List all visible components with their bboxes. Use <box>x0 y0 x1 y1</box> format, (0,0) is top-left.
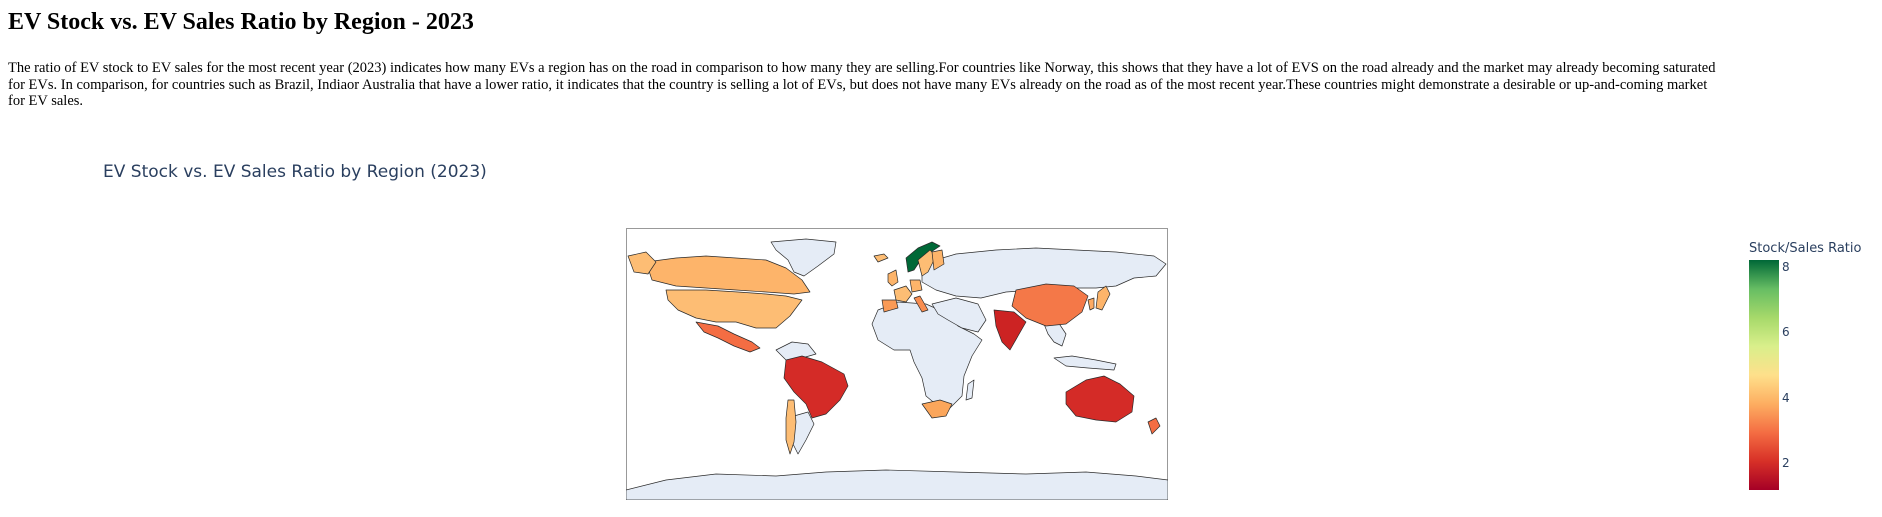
colorbar-title: Stock/Sales Ratio <box>1749 241 1862 256</box>
region-mexico[interactable] <box>695 321 761 353</box>
region-alaska[interactable] <box>627 251 657 275</box>
region-greenland <box>770 238 837 277</box>
region-korea[interactable] <box>1087 297 1095 311</box>
region-middle-east <box>931 297 987 333</box>
colorbar-tick-4: 4 <box>1782 391 1790 405</box>
region-antarctica <box>626 469 1168 500</box>
region-germany[interactable] <box>909 279 923 293</box>
region-italy[interactable] <box>913 295 929 313</box>
region-france[interactable] <box>893 285 913 303</box>
region-chile[interactable] <box>785 399 797 455</box>
region-australia[interactable] <box>1065 375 1135 423</box>
region-russia-central-asia <box>921 247 1167 299</box>
region-sweden[interactable] <box>917 249 937 277</box>
colorbar-tick-2: 2 <box>1782 456 1790 470</box>
region-usa[interactable] <box>665 289 803 329</box>
region-iceland[interactable] <box>873 253 889 263</box>
page-heading: EV Stock vs. EV Sales Ratio by Region - … <box>8 9 474 35</box>
colorbar-tick-6: 6 <box>1782 325 1790 339</box>
region-brazil[interactable] <box>783 355 849 419</box>
region-canada[interactable] <box>645 255 811 295</box>
region-madagascar <box>965 379 975 401</box>
region-china[interactable] <box>1011 283 1089 327</box>
region-indonesia <box>1053 355 1117 371</box>
region-uk[interactable] <box>887 269 899 287</box>
colorbar-tick-8: 8 <box>1782 260 1790 274</box>
region-japan[interactable] <box>1095 285 1111 311</box>
region-south-africa[interactable] <box>921 399 953 419</box>
region-india[interactable] <box>993 309 1027 351</box>
region-spain[interactable] <box>881 299 899 313</box>
world-choropleth-map[interactable] <box>626 228 1168 500</box>
description-paragraph: The ratio of EV stock to EV sales for th… <box>8 60 1716 109</box>
colorbar-gradient <box>1749 260 1779 490</box>
plot-title: EV Stock vs. EV Sales Ratio by Region (2… <box>103 162 487 182</box>
region-finland[interactable] <box>931 249 945 271</box>
region-new-zealand[interactable] <box>1147 417 1161 435</box>
